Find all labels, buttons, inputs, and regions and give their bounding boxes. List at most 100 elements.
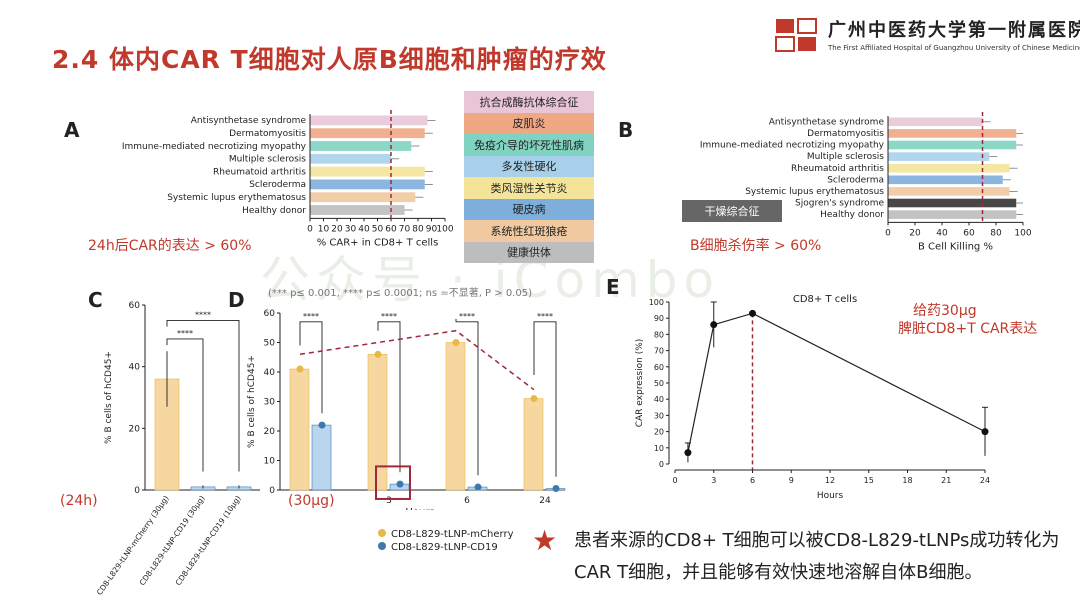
x-axis-title: B Cell Killing %: [918, 241, 993, 252]
y-tick-label: 0: [134, 486, 140, 496]
x-tick-label: 3: [711, 476, 716, 485]
cn-label-box: 健康供体: [464, 241, 594, 263]
category-label: Scleroderma: [827, 175, 884, 185]
category-label: Systemic lupus erythematosus: [745, 187, 884, 197]
x-tick-label: 50: [372, 224, 384, 234]
category-label: Sjogren's syndrome: [795, 199, 884, 209]
bar: [888, 163, 1010, 173]
x-tick-label: 40: [936, 228, 948, 238]
note-a: 24h后CAR的表达 > 60%: [88, 238, 252, 254]
data-point: [530, 395, 538, 403]
cn-label-box: 硬皮病: [464, 198, 594, 220]
data-point: [452, 339, 460, 346]
trend-line: [299, 329, 535, 391]
data-point: [296, 365, 304, 373]
note-e-line1: 给药30μg: [913, 303, 977, 319]
y-axis-title: % B cells of hCD45+: [247, 355, 257, 448]
category-label: Systemic lupus erythematosus: [167, 193, 306, 203]
cn-label-box: 系统性红斑狼疮: [464, 220, 594, 242]
x-tick-label: CD8-L829-tLNP-CD19 (10μg): [174, 494, 243, 587]
hospital-logo-icon: [774, 17, 820, 53]
bar: [888, 152, 990, 161]
x-tick-label: 3: [386, 496, 392, 506]
y-tick-label: 60: [264, 309, 276, 319]
y-tick-label: 0: [269, 486, 275, 496]
y-tick-label: 40: [264, 368, 276, 378]
x-tick-label: 15: [864, 476, 874, 485]
x-tick-label: 9: [789, 476, 794, 485]
x-tick-label: 18: [902, 476, 912, 485]
y-tick-label: 60: [129, 301, 141, 311]
x-axis-title: Hours: [405, 507, 434, 510]
cn-label-box: 免疫介导的坏死性肌病: [464, 134, 594, 156]
category-label: Multiple sclerosis: [229, 155, 306, 165]
x-tick-label: 90: [426, 224, 438, 234]
bar: [888, 140, 1017, 150]
x-tick-label: 60: [385, 224, 397, 234]
x-tick-label: 80: [990, 228, 1002, 238]
x-tick-label: CD8-L829-tLNP-mCherry (30μg): [95, 494, 171, 597]
x-tick-label: 6: [750, 476, 755, 485]
x-axis-title: % CAR+ in CD8+ T cells: [317, 237, 439, 248]
significance-bracket: [377, 321, 401, 473]
data-point: [318, 421, 326, 429]
y-axis-title: CAR expression (%): [635, 339, 645, 428]
y-tick-label: 90: [654, 314, 664, 323]
chart-a: Antisynthetase syndrome Dermatomyositis Im…: [122, 110, 454, 248]
legend-label-cd19: CD8-L829-tLNP-CD19: [391, 542, 498, 553]
y-tick-label: 40: [129, 363, 141, 373]
x-tick-label: 12: [825, 476, 835, 485]
significance-label: ****: [303, 312, 319, 321]
significance-bracket: [455, 318, 479, 476]
chart-b: Antisynthetase syndrome Dermatomyositis Im…: [700, 112, 1032, 252]
category-label: Multiple sclerosis: [807, 152, 884, 162]
x-tick-label: 20: [331, 224, 343, 234]
x-tick-label: 40: [358, 224, 370, 234]
bar: [310, 166, 425, 177]
legend-item-mcherry: CD8-L829-tLNP-mCherry: [378, 528, 514, 541]
y-tick-label: 0: [659, 460, 664, 469]
legend-dot-icon: [378, 542, 386, 550]
bar: [888, 198, 1017, 208]
x-tick-label: CD8-L829-tLNP-CD19 (30μg): [138, 494, 207, 587]
bar: [888, 117, 983, 127]
y-tick-label: 30: [654, 411, 664, 420]
significance-bracket: [299, 321, 323, 414]
highlight-box: [375, 465, 411, 500]
x-tick-label: 0: [672, 476, 677, 485]
y-tick-label: 20: [129, 424, 141, 434]
y-tick-label: 10: [264, 457, 276, 467]
panel-e-label: E: [606, 275, 620, 299]
data-point: [396, 480, 404, 488]
legend-dot-icon: [378, 529, 386, 537]
y-tick-label: 10: [654, 444, 664, 453]
page-title: 2.4 体内CAR T细胞对人原B细胞和肿瘤的疗效: [52, 45, 607, 74]
y-tick-label: 50: [654, 379, 664, 388]
y-tick-label: 100: [649, 298, 664, 307]
summary-text: 患者来源的CD8+ T细胞可以被CD8-L829-tLNPs成功转化为CAR T…: [574, 530, 1060, 583]
panel-d-label: D: [228, 288, 245, 312]
data-point: [374, 350, 382, 358]
chart-d: 0 10 20 30 40 50 60 % B cells of hCD45+ **** 3 ***…: [247, 309, 566, 510]
panel-a-label: A: [64, 118, 80, 142]
y-tick-label: 20: [654, 428, 664, 437]
note-e-line2: 脾脏CD8+T CAR表达: [898, 321, 1038, 337]
x-tick-label: 24: [539, 496, 551, 506]
category-label: Dermatomyositis: [807, 129, 884, 139]
category-label: Rheumatoid arthritis: [791, 164, 884, 174]
y-tick-label: 60: [654, 363, 664, 372]
category-label: Antisynthetase syndrome: [769, 117, 885, 127]
x-tick-label: 30: [345, 224, 357, 234]
panel-b-label: B: [618, 118, 634, 142]
significance-bracket: [533, 321, 557, 477]
note-c: (24h): [60, 493, 98, 509]
bar: [310, 115, 428, 126]
category-label: Dermatomyositis: [229, 129, 306, 139]
x-tick-label: 21: [941, 476, 951, 485]
bar: [888, 129, 1017, 138]
bar: [888, 175, 1003, 185]
legend-d: CD8-L829-tLNP-mCherry CD8-L829-tLNP-CD19: [378, 528, 514, 554]
bar: [310, 128, 425, 139]
x-tick-label: 20: [909, 228, 921, 238]
bar: [310, 141, 412, 151]
